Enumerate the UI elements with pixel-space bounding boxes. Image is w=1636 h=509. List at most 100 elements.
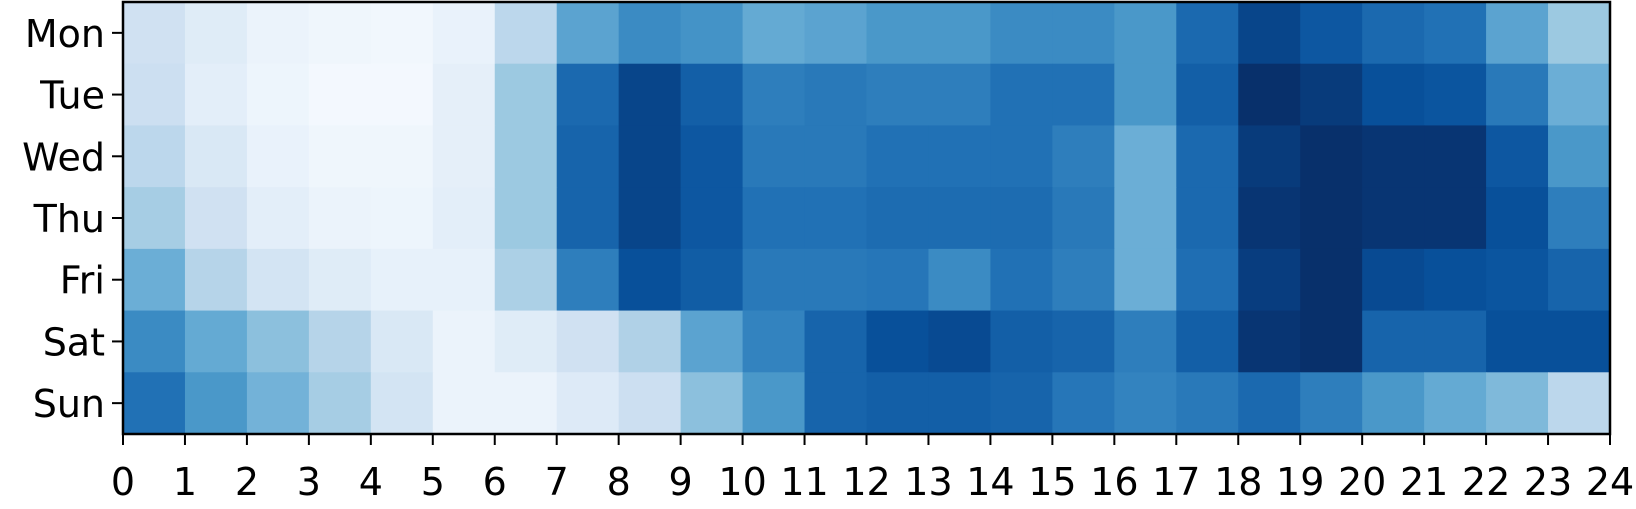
heatmap-cell-fri-8: [618, 248, 682, 312]
x-tick-label-23: 23: [1524, 460, 1572, 504]
heatmap-cell-mon-3: [308, 2, 372, 65]
y-tick-label-fri: Fri: [60, 259, 105, 303]
heatmap-cell-sat-18: [1238, 310, 1301, 373]
heatmap-cell-wed-10: [742, 125, 806, 188]
heatmap-cell-thu-7: [556, 187, 620, 250]
heatmap-cell-sat-20: [1362, 310, 1425, 373]
heatmap-cell-fri-21: [1424, 248, 1487, 312]
heatmap-cell-sat-12: [866, 310, 930, 373]
heatmap-cell-sat-10: [742, 310, 806, 373]
y-tick-label-wed: Wed: [22, 135, 105, 179]
heatmap-cell-mon-8: [618, 2, 682, 65]
heatmap-cell-thu-8: [618, 187, 682, 250]
heatmap-cell-sun-12: [866, 372, 930, 435]
heatmap-cell-tue-0: [123, 63, 186, 127]
heatmap-cell-tue-10: [742, 63, 806, 127]
heatmap-cell-tue-13: [928, 63, 992, 127]
heatmap-cell-fri-22: [1486, 248, 1549, 312]
heatmap-cell-wed-4: [370, 125, 434, 188]
heatmap-cell-wed-16: [1114, 125, 1177, 188]
heatmap-cell-sat-7: [556, 310, 620, 373]
heatmap-cell-tue-16: [1114, 63, 1177, 127]
heatmap-cell-sun-21: [1424, 372, 1487, 435]
x-tick-label-15: 15: [1028, 460, 1076, 504]
heatmap-cell-tue-19: [1300, 63, 1363, 127]
x-tick-label-1: 1: [173, 460, 197, 504]
heatmap-cell-tue-5: [432, 63, 496, 127]
heatmap-cell-sat-3: [308, 310, 372, 373]
heatmap-cell-tue-4: [370, 63, 434, 127]
heatmap-cell-fri-16: [1114, 248, 1177, 312]
heatmap-cell-thu-14: [990, 187, 1053, 250]
heatmap-cell-sun-6: [494, 372, 558, 435]
heatmap-cell-sun-22: [1486, 372, 1549, 435]
heatmap-cell-sat-21: [1424, 310, 1487, 373]
heatmap-cell-tue-23: [1548, 63, 1611, 127]
heatmap-cell-sat-6: [494, 310, 558, 373]
y-tick-label-sun: Sun: [33, 382, 105, 426]
heatmap-cell-wed-19: [1300, 125, 1363, 188]
heatmap-cell-wed-6: [494, 125, 558, 188]
heatmap-cell-mon-1: [184, 2, 248, 65]
heatmap-cell-sun-2: [246, 372, 310, 435]
heatmap-cell-fri-14: [990, 248, 1053, 312]
heatmap-cell-tue-3: [308, 63, 372, 127]
heatmap-cell-sat-22: [1486, 310, 1549, 373]
heatmap-cell-sun-11: [804, 372, 868, 435]
heatmap-cell-fri-15: [1052, 248, 1115, 312]
x-tick-label-5: 5: [421, 460, 445, 504]
y-axis: Mon Tue Wed Thu Fri Sat Sun: [22, 12, 123, 426]
heatmap-cell-sun-8: [618, 372, 682, 435]
heatmap-cell-fri-9: [680, 248, 744, 312]
heatmap-cell-sat-14: [990, 310, 1053, 373]
heatmap-cell-sun-5: [432, 372, 496, 435]
heatmap-cell-sun-4: [370, 372, 434, 435]
heatmap-cell-sun-9: [680, 372, 744, 435]
heatmap-cell-thu-4: [370, 187, 434, 250]
heatmap-cell-tue-6: [494, 63, 558, 127]
heatmap-cell-thu-12: [866, 187, 930, 250]
heatmap-cell-thu-16: [1114, 187, 1177, 250]
x-tick-label-8: 8: [607, 460, 631, 504]
heatmap-cell-mon-9: [680, 2, 744, 65]
heatmap-cell-fri-6: [494, 248, 558, 312]
heatmap-cell-mon-23: [1548, 2, 1611, 65]
x-tick-label-4: 4: [359, 460, 383, 504]
heatmap-cell-wed-5: [432, 125, 496, 188]
heatmap-cell-sun-18: [1238, 372, 1301, 435]
x-tick-label-21: 21: [1400, 460, 1448, 504]
heatmap-cell-sat-0: [123, 310, 186, 373]
heatmap-cell-wed-1: [184, 125, 248, 188]
heatmap-cell-thu-13: [928, 187, 992, 250]
heatmap-cell-tue-22: [1486, 63, 1549, 127]
heatmap-cell-wed-21: [1424, 125, 1487, 188]
heatmap-cell-sat-23: [1548, 310, 1611, 373]
heatmap-cell-mon-7: [556, 2, 620, 65]
heatmap-cell-thu-6: [494, 187, 558, 250]
heatmap-cell-sun-19: [1300, 372, 1363, 435]
heatmap-cell-wed-12: [866, 125, 930, 188]
heatmap-cell-thu-3: [308, 187, 372, 250]
y-tick-label-thu: Thu: [33, 197, 105, 241]
heatmap-cell-wed-23: [1548, 125, 1611, 188]
heatmap-cell-mon-12: [866, 2, 930, 65]
x-tick-label-20: 20: [1338, 460, 1386, 504]
x-tick-label-19: 19: [1276, 460, 1324, 504]
heatmap-cell-wed-2: [246, 125, 310, 188]
heatmap-cell-thu-9: [680, 187, 744, 250]
heatmap-cell-mon-6: [494, 2, 558, 65]
heatmap-cell-thu-21: [1424, 187, 1487, 250]
heatmap-cell-mon-17: [1176, 2, 1239, 65]
x-tick-label-11: 11: [780, 460, 828, 504]
heatmap-cell-thu-11: [804, 187, 868, 250]
heatmap-cell-fri-18: [1238, 248, 1301, 312]
x-tick-label-13: 13: [904, 460, 952, 504]
heatmap-cell-mon-10: [742, 2, 806, 65]
heatmap-cell-mon-16: [1114, 2, 1177, 65]
x-tick-label-7: 7: [545, 460, 569, 504]
heatmap-cell-sun-7: [556, 372, 620, 435]
heatmap-cell-mon-19: [1300, 2, 1363, 65]
heatmap-cell-sun-10: [742, 372, 806, 435]
x-tick-label-18: 18: [1214, 460, 1262, 504]
